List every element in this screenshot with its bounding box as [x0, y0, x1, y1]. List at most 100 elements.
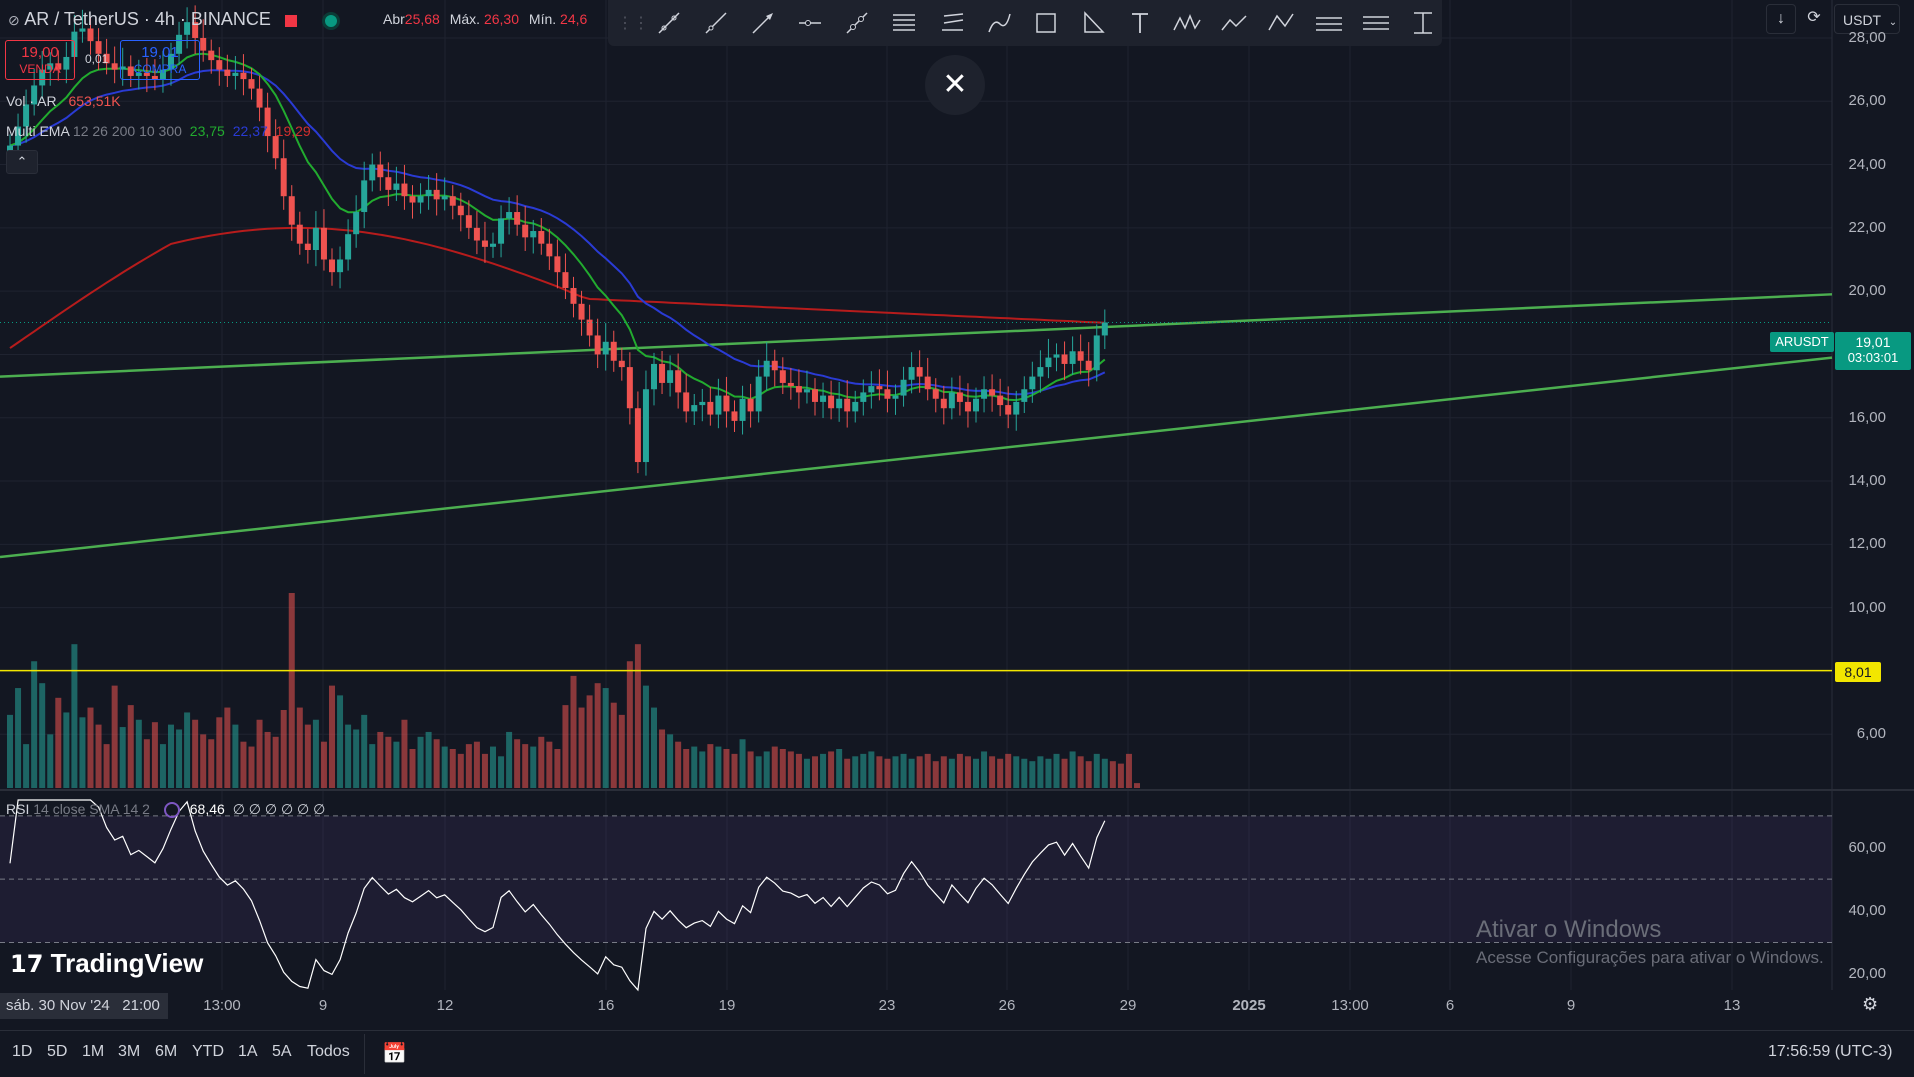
arrow-tool-icon[interactable] — [744, 4, 781, 42]
candle-body — [755, 376, 762, 412]
price-range-tool-icon[interactable] — [1358, 4, 1395, 42]
range-1m[interactable]: 1M — [82, 1043, 105, 1060]
candle-body — [916, 367, 923, 377]
volume-bar — [1037, 756, 1044, 788]
volume-bar — [353, 729, 360, 788]
range-ytd[interactable]: YTD — [192, 1043, 224, 1060]
candle-body — [337, 259, 344, 273]
triangle-tool-icon[interactable] — [1075, 4, 1112, 42]
candle-body — [876, 386, 883, 390]
candle-body — [1021, 389, 1028, 402]
ema-legend[interactable]: Multi EMA 12 26 200 10 300 23,75 22,37 1… — [6, 123, 311, 139]
volume-bar — [562, 705, 569, 788]
chart-settings-icon[interactable]: ⚙ — [1862, 994, 1879, 1014]
volume-bar — [490, 746, 496, 788]
range-todos[interactable]: Todos — [307, 1043, 350, 1060]
buy-button[interactable]: 19,01 COMPRA — [120, 40, 200, 80]
range-1d[interactable]: 1D — [12, 1043, 33, 1060]
volume-bar — [184, 712, 191, 788]
volume-bar — [659, 729, 666, 788]
range-1a[interactable]: 1A — [238, 1043, 258, 1060]
volume-bar — [981, 751, 988, 788]
rectangle-tool-icon[interactable] — [1027, 4, 1064, 42]
volume-bar — [159, 744, 166, 788]
volume-bar — [771, 746, 778, 788]
range-6m[interactable]: 6M — [155, 1043, 178, 1060]
currency-select[interactable]: USDT ⌄ — [1834, 4, 1900, 34]
drag-handle-icon[interactable]: ⋮⋮ — [617, 15, 649, 32]
candle-body — [940, 398, 947, 409]
ray-tool-icon[interactable] — [697, 4, 734, 42]
date-range-tool-icon[interactable] — [1310, 4, 1347, 42]
volume-bar — [425, 731, 432, 788]
refresh-icon[interactable]: ⟳ — [1807, 9, 1821, 26]
candle-body — [55, 63, 62, 70]
candle-body — [892, 395, 899, 399]
candle-body — [1037, 367, 1044, 377]
volume-bar — [1077, 756, 1084, 788]
close-icon[interactable]: ✕ — [925, 55, 985, 115]
time-axis-label: 13 — [1723, 997, 1741, 1014]
divider — [364, 1034, 365, 1074]
date-range-calendar-icon[interactable]: 📅 — [382, 1043, 407, 1065]
rsi-line — [9, 799, 1106, 992]
pitchfork-tool-icon[interactable] — [933, 4, 970, 42]
sell-button[interactable]: 19,00 VENDA — [5, 40, 75, 80]
volume-bar — [1125, 753, 1132, 788]
range-5a[interactable]: 5A — [272, 1043, 292, 1060]
candle-body — [393, 183, 400, 190]
candle-body — [168, 53, 174, 70]
trendline-tool-icon[interactable] — [650, 4, 687, 42]
extended-line-tool-icon[interactable] — [839, 4, 876, 42]
horizontal-ray-tool-icon[interactable] — [792, 4, 829, 42]
candle-body — [771, 360, 778, 371]
range-3m[interactable]: 3M — [118, 1043, 141, 1060]
candle-body — [417, 196, 424, 203]
candle-body — [1053, 354, 1060, 358]
volume-bar — [232, 724, 239, 788]
volume-bar — [55, 697, 62, 788]
volume-bar — [989, 756, 996, 788]
tradingview-logo[interactable]: 𝟭𝟳 TradingView — [10, 948, 204, 978]
candle-body — [506, 212, 513, 219]
rsi-legend[interactable]: RSI 14 close SMA 14 2 68,46 ∅ ∅ ∅ ∅ ∅ ∅ — [6, 801, 326, 819]
candle-body — [312, 227, 319, 251]
candle-body — [111, 63, 118, 70]
volume-bar — [71, 644, 78, 788]
volume-bar — [940, 756, 947, 788]
volume-bar — [530, 746, 537, 788]
volume-legend[interactable]: Vol · AR 653,51K — [6, 93, 121, 109]
candle-body — [981, 389, 988, 399]
candle-body — [63, 56, 70, 70]
drawing-toolbar: ⋮⋮ — [608, 0, 1442, 46]
price-axis-label: 26,00 — [1848, 92, 1886, 110]
text-tool-icon[interactable] — [1122, 4, 1159, 42]
candle-body — [296, 224, 303, 244]
candle-body — [731, 411, 738, 421]
candle-body — [683, 392, 690, 412]
elliott-wave-tool-icon[interactable] — [1216, 4, 1253, 42]
brush-tool-icon[interactable] — [980, 4, 1017, 42]
range-5d[interactable]: 5D — [47, 1043, 68, 1060]
symbol-title[interactable]: AR / TetherUS · 4h · BINANCE — [24, 9, 271, 29]
candle-body — [441, 196, 448, 200]
abc-pattern-tool-icon[interactable] — [1263, 4, 1300, 42]
clock[interactable]: 17:56:59 (UTC-3) — [1768, 1043, 1893, 1060]
price-axis-label: 28,00 — [1848, 28, 1886, 46]
volume-bar — [192, 719, 199, 788]
rsi-settings-icon[interactable] — [163, 802, 180, 819]
candle-body — [1013, 401, 1020, 415]
parallel-channel-tool-icon[interactable] — [886, 4, 923, 42]
time-axis-label: 2025 — [1232, 997, 1266, 1014]
volume-bar — [248, 746, 255, 788]
download-icon[interactable]: ↓ — [1766, 4, 1796, 34]
volume-bar — [602, 688, 609, 788]
candle-body — [401, 183, 408, 197]
pattern-tool-icon[interactable] — [1169, 4, 1206, 42]
collapse-legend-button[interactable]: ⌃ — [6, 150, 38, 174]
candle-body — [964, 401, 971, 412]
volume-bar — [642, 685, 649, 788]
candle-body — [908, 367, 915, 380]
measure-tool-icon[interactable] — [1405, 4, 1442, 42]
